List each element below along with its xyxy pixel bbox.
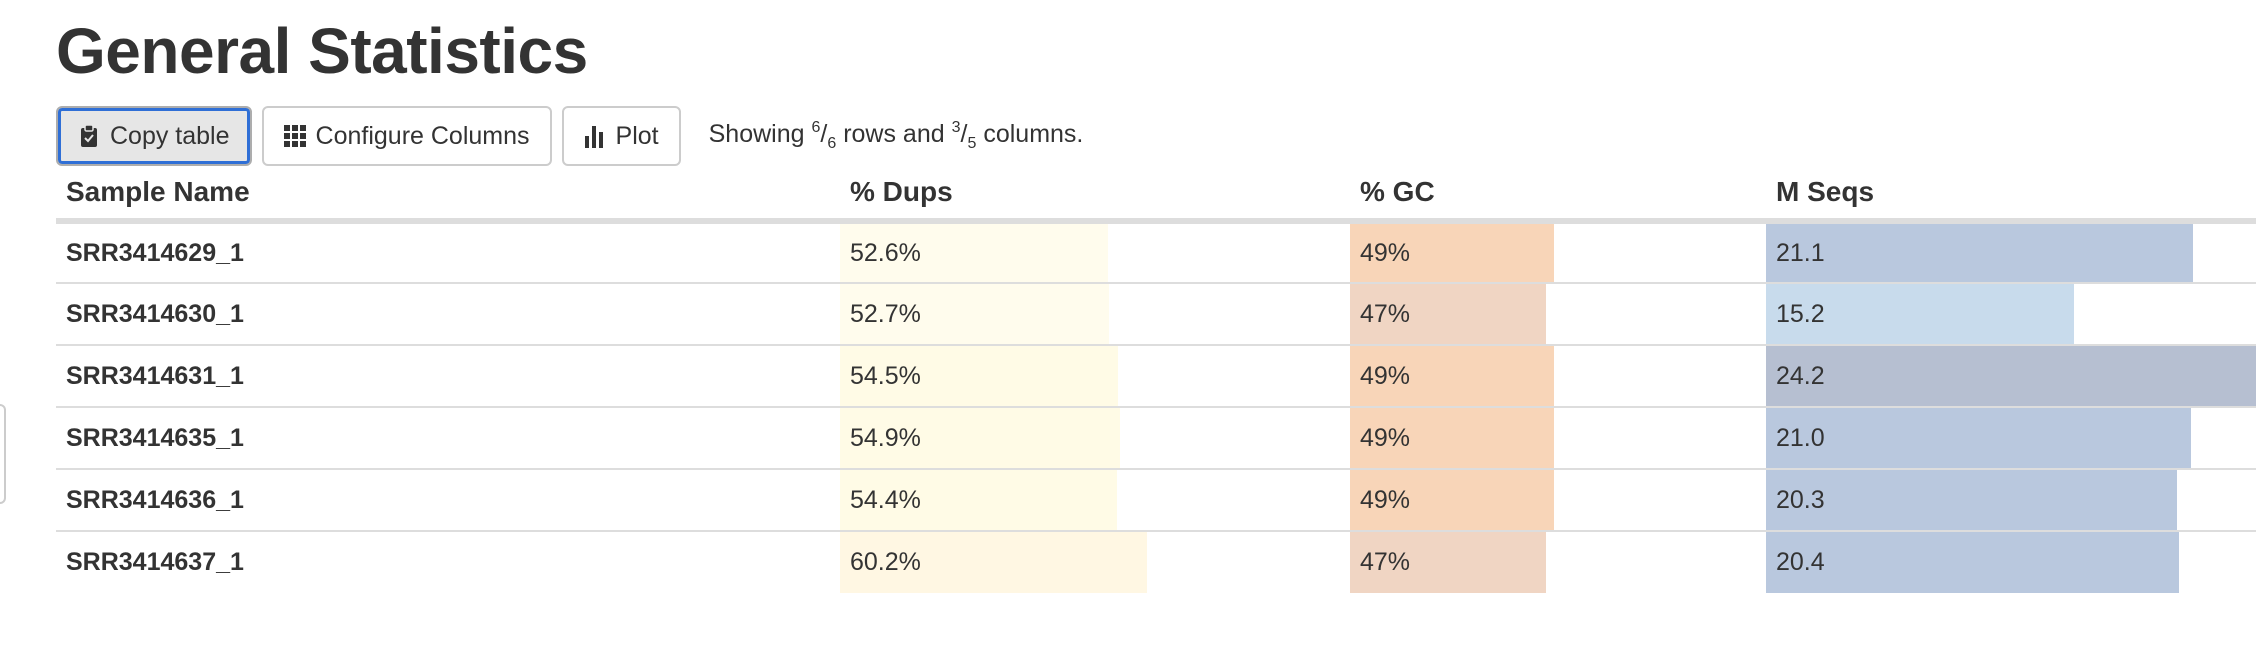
dups-cell: 54.9% <box>840 407 1350 470</box>
gc-value: 47% <box>1360 548 1411 576</box>
plot-button[interactable]: Plot <box>561 106 681 166</box>
table-header-row: Sample Name % Dups % GC M Seqs <box>56 166 2256 224</box>
mseqs-bar <box>1766 408 2191 468</box>
mseqs-bar <box>1766 532 2179 593</box>
dups-bar <box>840 346 1118 406</box>
showing-summary: Showing 6/6 rows and 3/5 columns. <box>708 119 1084 152</box>
general-stats-table: Sample Name % Dups % GC M Seqs SRR341462… <box>56 166 2256 593</box>
table-row: SRR3414629_1 52.6% 49% 21.1 <box>56 221 2256 284</box>
plot-label: Plot <box>615 121 659 150</box>
header-sample-name[interactable]: Sample Name <box>56 166 840 224</box>
gc-cell: 49% <box>1350 345 1766 408</box>
gc-bar <box>1350 346 1554 406</box>
mseqs-cell: 21.0 <box>1766 407 2256 470</box>
gc-cell: 47% <box>1350 531 1766 593</box>
mseqs-value: 20.4 <box>1776 548 1825 576</box>
bar-chart-icon <box>584 124 606 148</box>
mseqs-bar <box>1766 284 2074 344</box>
table-row: SRR3414636_1 54.4% 49% 20.3 <box>56 469 2256 532</box>
cols-total: 5 <box>967 135 977 152</box>
page-title: General Statistics <box>56 15 588 87</box>
mseqs-cell: 15.2 <box>1766 283 2256 346</box>
gc-bar <box>1350 224 1554 282</box>
mseqs-bar <box>1766 346 2256 406</box>
dups-cell: 52.6% <box>840 221 1350 284</box>
gc-cell: 47% <box>1350 283 1766 346</box>
sample-name-cell: SRR3414637_1 <box>66 548 244 576</box>
gc-bar <box>1350 470 1554 530</box>
dups-bar <box>840 470 1117 530</box>
table-row: SRR3414630_1 52.7% 47% 15.2 <box>56 283 2256 346</box>
gc-bar <box>1350 408 1554 468</box>
gc-cell: 49% <box>1350 407 1766 470</box>
dups-value: 54.5% <box>850 361 921 390</box>
copy-table-button[interactable]: Copy table <box>56 106 252 166</box>
cols-shown: 3 <box>951 119 961 136</box>
header-dups[interactable]: % Dups <box>840 166 1350 224</box>
table-row: SRR3414637_1 60.2% 47% 20.4 <box>56 531 2256 593</box>
sample-name-cell: SRR3414629_1 <box>56 221 840 284</box>
gc-value: 49% <box>1360 238 1411 267</box>
mseqs-value: 21.0 <box>1776 423 1825 452</box>
configure-columns-label: Configure Columns <box>315 121 530 150</box>
mseqs-value: 20.3 <box>1776 485 1825 514</box>
dups-bar <box>840 224 1108 282</box>
dups-value: 60.2% <box>850 548 921 576</box>
configure-columns-button[interactable]: Configure Columns <box>261 106 552 166</box>
sample-name-cell: SRR3414636_1 <box>56 469 840 532</box>
dups-bar <box>840 408 1120 468</box>
side-panel-handle[interactable] <box>0 404 6 504</box>
mseqs-cell: 21.1 <box>1766 221 2256 284</box>
sample-name-cell: SRR3414635_1 <box>56 407 840 470</box>
mseqs-cell: 20.3 <box>1766 469 2256 532</box>
gc-value: 49% <box>1360 361 1411 390</box>
dups-cell: 54.5% <box>840 345 1350 408</box>
gc-cell: 49% <box>1350 221 1766 284</box>
mseqs-bar <box>1766 470 2177 530</box>
header-gc[interactable]: % GC <box>1350 166 1766 224</box>
gc-bar <box>1350 532 1546 593</box>
dups-bar <box>840 284 1109 344</box>
mseqs-cell: 24.2 <box>1766 345 2256 408</box>
rows-shown: 6 <box>811 119 821 136</box>
dups-cell: 52.7% <box>840 283 1350 346</box>
gc-cell: 49% <box>1350 469 1766 532</box>
dups-value: 54.4% <box>850 485 921 514</box>
header-mseqs[interactable]: M Seqs <box>1766 166 2256 224</box>
dups-cell: 60.2% <box>840 531 1350 593</box>
mseqs-value: 15.2 <box>1776 299 1825 328</box>
gc-value: 49% <box>1360 485 1411 514</box>
clipboard-icon <box>78 124 100 148</box>
gc-value: 49% <box>1360 423 1411 452</box>
copy-table-label: Copy table <box>110 121 230 150</box>
dups-value: 52.7% <box>850 299 921 328</box>
gc-bar <box>1350 284 1546 344</box>
dups-bar <box>840 532 1147 593</box>
gc-value: 47% <box>1360 299 1411 328</box>
rows-total: 6 <box>827 135 837 152</box>
table-toolbar: Copy table Configure Columns <box>56 106 1083 166</box>
table-row: SRR3414631_1 54.5% 49% 24.2 <box>56 345 2256 408</box>
table-row: SRR3414635_1 54.9% 49% 21.0 <box>56 407 2256 470</box>
sample-name-cell: SRR3414630_1 <box>56 283 840 346</box>
dups-cell: 54.4% <box>840 469 1350 532</box>
dups-value: 54.9% <box>850 423 921 452</box>
sample-name-cell: SRR3414631_1 <box>56 345 840 408</box>
grid-icon <box>283 125 306 147</box>
dups-value: 52.6% <box>850 238 921 267</box>
mseqs-bar <box>1766 224 2193 282</box>
mseqs-value: 24.2 <box>1776 361 1825 390</box>
mseqs-value: 21.1 <box>1776 238 1825 267</box>
mseqs-cell: 20.4 <box>1766 531 2256 593</box>
